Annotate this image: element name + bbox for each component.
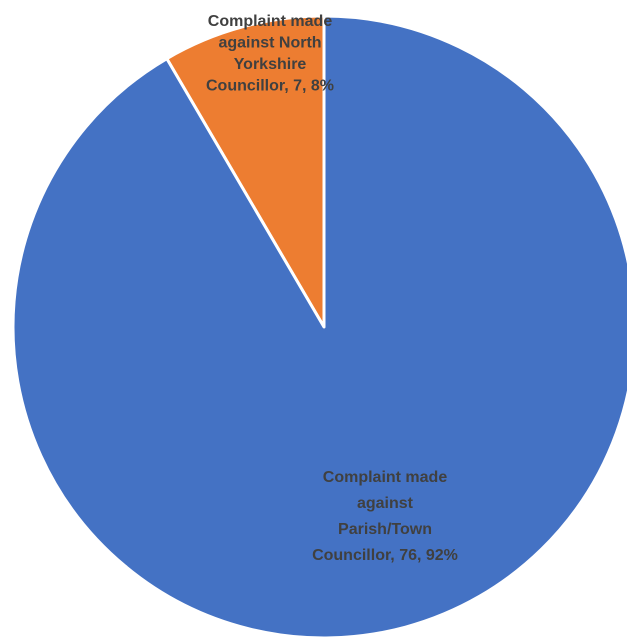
data-label-2-line-3: Parish/Town bbox=[338, 521, 432, 538]
data-label-1-line-2: against North bbox=[218, 34, 321, 51]
data-label-1-line-4: Councillor, 7, 8% bbox=[206, 77, 334, 94]
data-label-2-line-2: against bbox=[357, 495, 414, 512]
data-label-2-line-4: Councillor, 76, 92% bbox=[312, 547, 458, 564]
pie-slice-1 bbox=[165, 14, 326, 329]
data-label-2: Complaint made against Parish/Town Councill… bbox=[312, 469, 458, 564]
data-label-2-line-1: Complaint made bbox=[323, 469, 448, 486]
data-label-1: Complaint made against North Yorkshire Coun… bbox=[206, 13, 334, 95]
data-label-1-line-1: Complaint made bbox=[208, 13, 333, 30]
pie-slice-2 bbox=[11, 14, 627, 637]
data-label-1-line-3: Yorkshire bbox=[234, 56, 307, 73]
